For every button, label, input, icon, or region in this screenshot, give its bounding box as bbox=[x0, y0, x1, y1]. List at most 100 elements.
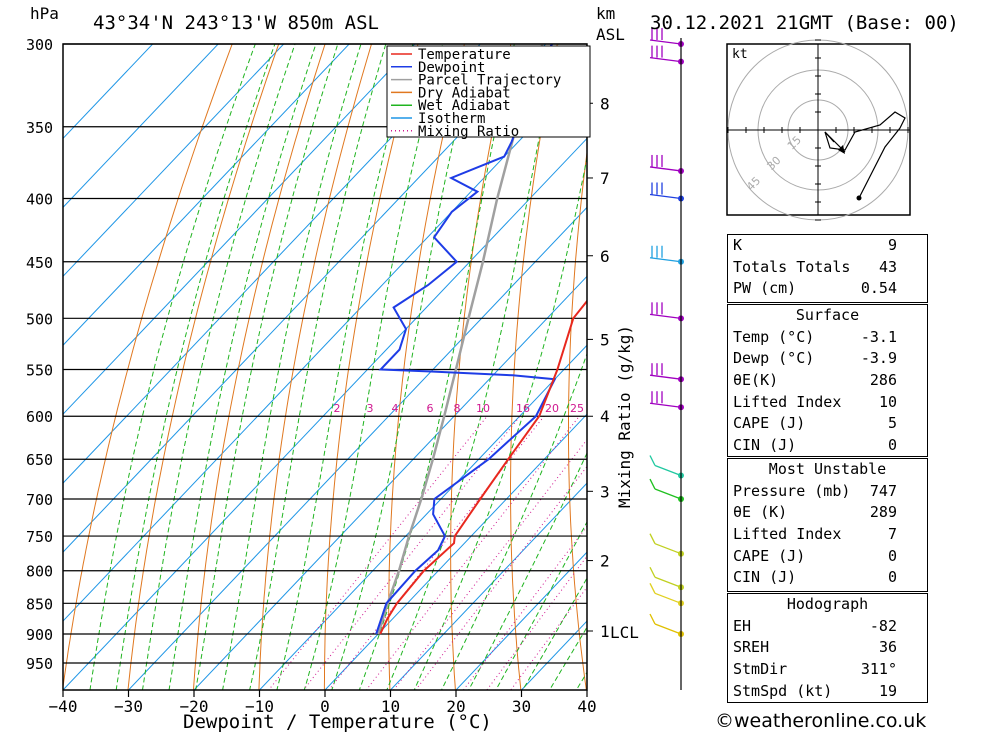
pressure-tick-label: 300 bbox=[26, 36, 53, 54]
surface-row: CIN (J) 0 bbox=[728, 435, 927, 457]
most-unstable-box: Most Unstable Pressure (mb) 747 θE (K) 289 L… bbox=[727, 458, 928, 592]
datetime-title: 30.12.2021 21GMT (Base: 00) bbox=[650, 12, 959, 34]
km-tick-label: 5 bbox=[600, 330, 610, 349]
pressure-tick-label: 650 bbox=[26, 451, 53, 469]
pressure-tick-label: 950 bbox=[26, 655, 53, 673]
wind-barb bbox=[649, 302, 682, 319]
wet-adiabat-line bbox=[468, 451, 587, 690]
km-tick-label: 8 bbox=[600, 94, 610, 113]
most-unstable-row: θE (K) 289 bbox=[728, 502, 927, 524]
surface-row-label: CAPE (J) bbox=[733, 414, 806, 433]
most-unstable-row-label: CIN (J) bbox=[733, 568, 797, 587]
wind-barb bbox=[649, 566, 682, 588]
km-tick-label: 2 bbox=[600, 552, 610, 571]
wet-adiabat-line bbox=[522, 576, 587, 690]
most-unstable-row: Pressure (mb) 747 bbox=[728, 481, 927, 503]
legend-label: Wet Adiabat bbox=[418, 98, 511, 114]
wet-adiabat-line bbox=[195, 44, 339, 690]
hodograph-stat-row-label: SREH bbox=[733, 638, 770, 657]
mixing-ratio-label: 25 bbox=[570, 402, 584, 415]
surface-row-label: Dewp (°C) bbox=[733, 349, 815, 368]
mixing-ratio-line bbox=[268, 415, 488, 690]
copyright-footer[interactable]: ©weatheronline.co.uk bbox=[715, 710, 927, 732]
wet-adiabat-line bbox=[89, 44, 256, 690]
most-unstable-row-label: θE (K) bbox=[733, 503, 788, 522]
surface-row: Dewp (°C) -3.9 bbox=[728, 348, 927, 370]
x-tick-label: 20 bbox=[446, 697, 465, 716]
dewpoint-line bbox=[375, 44, 557, 635]
mixing-ratio-axis-label: Mixing Ratio (g/kg) bbox=[615, 325, 634, 508]
index-row-label: Totals Totals bbox=[733, 257, 851, 276]
hodograph-stat-row: EH -82 bbox=[728, 616, 927, 638]
index-row-value: 9 bbox=[887, 236, 897, 254]
surface-row: Temp (°C) -3.1 bbox=[728, 327, 927, 349]
isobar-lines bbox=[63, 43, 587, 664]
most-unstable-row-value: 7 bbox=[887, 525, 897, 544]
most-unstable-row-value: 0 bbox=[887, 568, 897, 587]
km-tick-label: 6 bbox=[600, 247, 610, 266]
surface-row-value: 286 bbox=[869, 371, 897, 390]
profile-lines bbox=[375, 44, 587, 635]
x-tick-label: 40 bbox=[577, 697, 596, 716]
parcel-trajectory-line bbox=[377, 44, 544, 635]
most-unstable-row-value: 289 bbox=[869, 503, 897, 522]
index-row-value: 43 bbox=[878, 257, 897, 276]
dry-adiabat-line bbox=[679, 7, 724, 722]
dry-adiabat-line bbox=[388, 44, 465, 690]
mixing-ratio-line bbox=[486, 555, 587, 690]
wet-adiabat-line bbox=[386, 44, 559, 690]
storm-motion-arrowhead bbox=[838, 145, 845, 154]
index-row: Totals Totals 43 bbox=[728, 257, 927, 279]
mixing-ratio-line bbox=[462, 525, 587, 690]
hodograph-trace bbox=[824, 111, 906, 199]
x-tick-label: 10 bbox=[381, 697, 400, 716]
wind-barb bbox=[649, 613, 682, 635]
pressure-tick-label: 750 bbox=[26, 528, 53, 546]
km-tick-label: 4 bbox=[600, 407, 610, 426]
mixing-ratio-label: 2 bbox=[334, 402, 341, 415]
hodograph-stat-row: SREH 36 bbox=[728, 637, 927, 659]
pressure-tick-label: 500 bbox=[26, 310, 53, 328]
index-row-value: 0.54 bbox=[860, 279, 897, 298]
wet-adiabat-line bbox=[222, 44, 362, 690]
mixing-ratio-line bbox=[393, 438, 587, 690]
indices-box: K 9 Totals Totals 43 PW (cm) 0.54 bbox=[727, 234, 928, 303]
mixing-ratio-label: 6 bbox=[427, 402, 434, 415]
pressure-tick-label: 400 bbox=[26, 190, 53, 208]
hodograph-stat-row: StmSpd (kt) 19 bbox=[728, 681, 927, 703]
dry-adiabat-line bbox=[63, 44, 233, 690]
legend-label: Parcel Trajectory bbox=[418, 73, 561, 89]
wind-barb bbox=[649, 182, 682, 200]
wind-profile bbox=[649, 28, 684, 637]
index-row-label: PW (cm) bbox=[733, 279, 797, 298]
x-tick-label: 30 bbox=[512, 697, 531, 716]
isotherm-line bbox=[63, 44, 154, 140]
hodograph-stat-row-value: -82 bbox=[869, 616, 897, 635]
isotherm-line bbox=[63, 44, 285, 278]
dry-adiabat-line bbox=[323, 44, 419, 690]
wet-adiabat-line bbox=[331, 44, 477, 690]
wet-adiabat-line bbox=[141, 44, 296, 690]
dry-adiabat-line bbox=[127, 44, 280, 690]
wind-barb bbox=[649, 154, 682, 172]
most-unstable-row-value: 747 bbox=[869, 481, 897, 500]
wind-barb bbox=[649, 45, 682, 63]
legend-label: Isotherm bbox=[418, 111, 485, 127]
pressure-tick-label: 700 bbox=[26, 491, 53, 509]
most-unstable-title: Most Unstable bbox=[768, 460, 887, 478]
hodograph-stat-row-value: 311° bbox=[860, 660, 897, 679]
hodograph-stat-row-label: StmDir bbox=[733, 660, 788, 679]
surface-title: Surface bbox=[795, 306, 860, 324]
mixing-ratio-line bbox=[365, 415, 580, 690]
surface-row-value: -3.1 bbox=[860, 327, 897, 346]
most-unstable-row: Lifted Index 7 bbox=[728, 524, 927, 546]
surface-row-value: 10 bbox=[878, 392, 897, 411]
hodograph-start-dot bbox=[856, 195, 862, 201]
most-unstable-row-label: Lifted Index bbox=[733, 525, 842, 544]
hodograph-stat-row: StmDir 311° bbox=[728, 659, 927, 681]
isotherm-line bbox=[63, 137, 587, 690]
asl-label: ASL bbox=[596, 25, 625, 44]
wind-barb bbox=[649, 455, 682, 477]
surface-row-label: CIN (J) bbox=[733, 436, 797, 455]
